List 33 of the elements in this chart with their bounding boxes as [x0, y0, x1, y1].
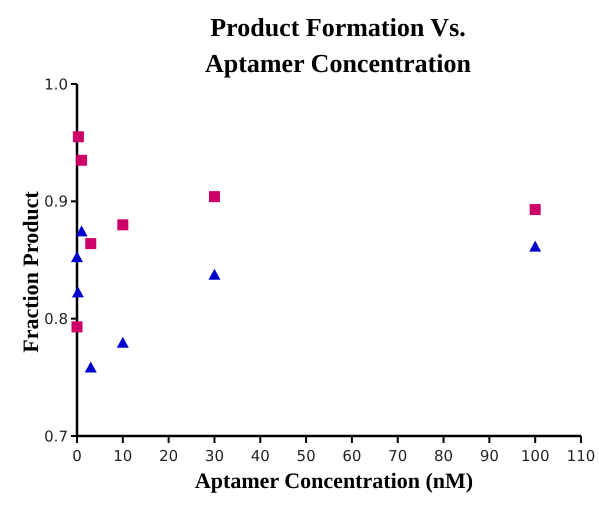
x-tick-label: 80: [434, 447, 454, 465]
y-axis-title: Fraction Product: [18, 190, 43, 353]
x-tick-label: 50: [296, 447, 316, 465]
point: [76, 154, 88, 166]
point: [529, 240, 542, 252]
point: [71, 251, 83, 262]
x-axis-title: Aptamer Concentration (nM): [194, 468, 474, 493]
x-tick-label: 110: [566, 447, 596, 465]
point: [72, 286, 84, 298]
point: [85, 238, 96, 250]
point: [530, 204, 541, 216]
y-tick-label: 0.9: [44, 192, 68, 211]
x-tick-label: 0: [72, 447, 82, 465]
point: [76, 225, 88, 236]
x-tick-label: 10: [113, 447, 132, 465]
y-tick-label: 0.8: [44, 310, 68, 328]
x-tick-label: 90: [480, 447, 499, 465]
point: [208, 191, 220, 202]
x-tick-label: 70: [388, 447, 408, 465]
point: [84, 361, 97, 372]
x-tick-label: 20: [159, 447, 178, 465]
x-tick-label: 100: [520, 447, 550, 465]
chart-title: Product Formation Vs. Aptamer Concentration: [205, 13, 472, 78]
point: [116, 336, 129, 348]
x-tick-label: 30: [204, 447, 224, 465]
point: [72, 131, 84, 142]
y-tick-label: 1.0: [44, 75, 68, 94]
x-tick-label: 40: [250, 447, 270, 465]
point: [208, 268, 220, 280]
point: [117, 219, 128, 230]
y-tick-label: 0.7: [44, 427, 68, 446]
point: [72, 321, 82, 332]
x-tick-label: 60: [342, 447, 362, 465]
